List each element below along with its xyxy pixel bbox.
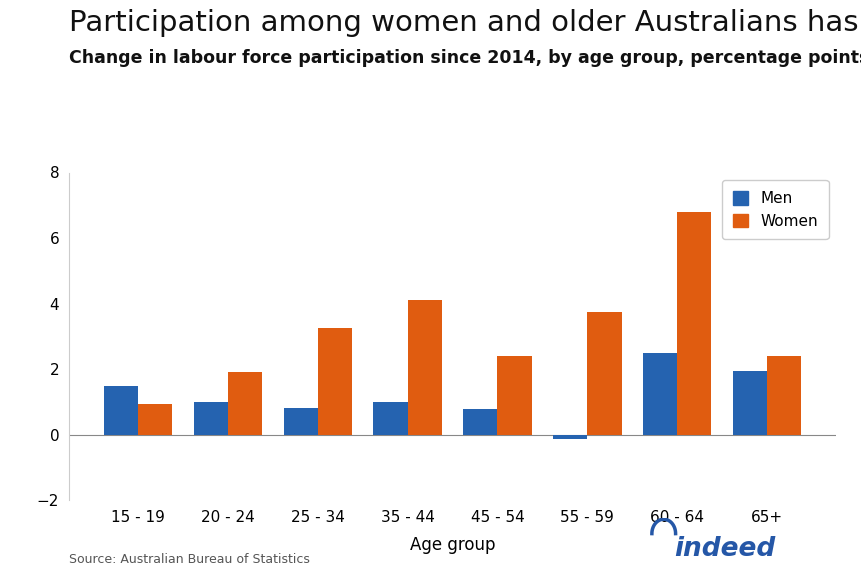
Bar [194, 402, 227, 435]
Bar [642, 352, 677, 435]
Bar [283, 408, 318, 435]
Legend: Men, Women: Men, Women [722, 180, 827, 239]
Bar [732, 371, 766, 435]
X-axis label: Age group: Age group [409, 536, 495, 554]
Bar [553, 435, 586, 439]
Bar [407, 300, 441, 435]
Bar [103, 385, 138, 435]
Bar [227, 373, 262, 435]
Bar [586, 312, 621, 435]
Bar [318, 328, 351, 435]
Text: Participation among women and older Australians has surged: Participation among women and older Aust… [69, 9, 861, 37]
Bar [497, 356, 531, 435]
Bar [138, 404, 172, 435]
Bar [677, 212, 710, 435]
Bar [463, 409, 497, 435]
Text: Source: Australian Bureau of Statistics: Source: Australian Bureau of Statistics [69, 553, 309, 566]
Bar [373, 402, 407, 435]
Bar [766, 356, 801, 435]
Text: Change in labour force participation since 2014, by age group, percentage points: Change in labour force participation sin… [69, 49, 861, 67]
Text: indeed: indeed [673, 536, 775, 562]
